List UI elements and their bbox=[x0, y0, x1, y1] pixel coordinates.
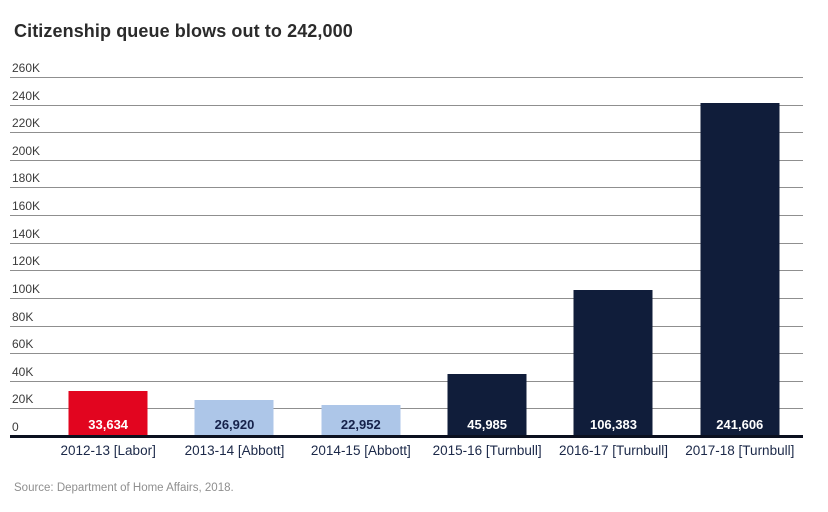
bar-value-label: 241,606 bbox=[716, 417, 764, 432]
bar-column: 26,920 bbox=[171, 78, 297, 437]
bar-column: 241,606 bbox=[677, 78, 803, 437]
y-tick-label: 60K bbox=[12, 337, 34, 352]
bar-value-label: 45,985 bbox=[467, 417, 508, 432]
gridline bbox=[10, 270, 803, 272]
x-category-label: 2013-14 [Abbott] bbox=[184, 443, 285, 458]
y-tick-label: 180K bbox=[12, 171, 41, 186]
gridline bbox=[10, 132, 803, 134]
x-category-label: 2015-16 [Turnbull] bbox=[432, 443, 542, 458]
gridline bbox=[10, 104, 803, 106]
bar-value-label: 26,920 bbox=[214, 417, 255, 432]
bar-2016-17: 106,383 bbox=[573, 290, 653, 437]
bar-2013-14: 26,920 bbox=[194, 399, 274, 437]
gridline bbox=[10, 77, 803, 78]
gridline bbox=[10, 353, 803, 355]
bar-value-label: 33,634 bbox=[88, 417, 129, 432]
y-tick-label: 260K bbox=[12, 61, 41, 75]
gridline bbox=[10, 215, 803, 217]
gridline bbox=[10, 159, 803, 161]
source-note: Source: Department of Home Affairs, 2018… bbox=[14, 482, 234, 494]
y-tick-label: 40K bbox=[12, 364, 34, 379]
x-axis-line bbox=[10, 435, 803, 438]
bar-value-label: 106,383 bbox=[589, 417, 637, 432]
y-tick-label: 120K bbox=[12, 254, 41, 269]
gridline bbox=[10, 380, 803, 382]
y-tick-label: 140K bbox=[12, 226, 41, 241]
y-tick-label: 160K bbox=[12, 199, 41, 214]
gridline bbox=[10, 187, 803, 189]
bar-column: 45,985 bbox=[424, 78, 550, 437]
bar-value-label: 22,952 bbox=[340, 417, 381, 432]
bar-2012-13: 33,634 bbox=[68, 390, 148, 437]
x-category-label: 2014-15 [Abbott] bbox=[310, 443, 411, 458]
bar-2017-18: 241,606 bbox=[700, 103, 780, 437]
gridline bbox=[10, 297, 803, 299]
x-category-label: 2017-18 [Turnbull] bbox=[685, 443, 795, 458]
x-category-label: 2016-17 [Turnbull] bbox=[558, 443, 669, 458]
y-tick-label: 20K bbox=[12, 392, 34, 407]
bar-column: 33,634 bbox=[45, 78, 171, 437]
bar-column: 22,952 bbox=[298, 78, 424, 437]
bar-column: 106,383 bbox=[550, 78, 676, 437]
bar-2015-16: 45,985 bbox=[447, 373, 527, 437]
y-tick-label: 200K bbox=[12, 143, 41, 158]
gridline bbox=[10, 408, 803, 410]
gridline bbox=[10, 242, 803, 244]
bar-2014-15: 22,952 bbox=[321, 405, 401, 437]
x-category-label: 2012-13 [Labor] bbox=[60, 443, 156, 458]
y-tick-label: 240K bbox=[12, 88, 41, 103]
y-tick-label: 0 bbox=[12, 420, 19, 434]
bars-container: 33,634 26,920 22,952 45,985 106,383 241,606 bbox=[45, 78, 803, 437]
gridline bbox=[10, 325, 803, 327]
chart-title: Citizenship queue blows out to 242,000 bbox=[14, 21, 353, 41]
x-axis-labels: 2012-13 [Labor] 2013-14 [Abbott] 2014-15 [… bbox=[45, 443, 803, 458]
plot-area: 0 20K 40K 60K 80K 100K 120K 140K 160K 180K 200K 220… bbox=[10, 62, 803, 438]
y-tick-label: 80K bbox=[12, 309, 34, 324]
y-tick-label: 220K bbox=[12, 116, 41, 131]
y-tick-label: 100K bbox=[12, 281, 41, 296]
